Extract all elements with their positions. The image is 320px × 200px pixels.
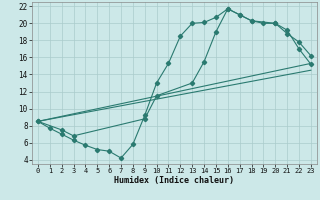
X-axis label: Humidex (Indice chaleur): Humidex (Indice chaleur) (115, 176, 234, 185)
